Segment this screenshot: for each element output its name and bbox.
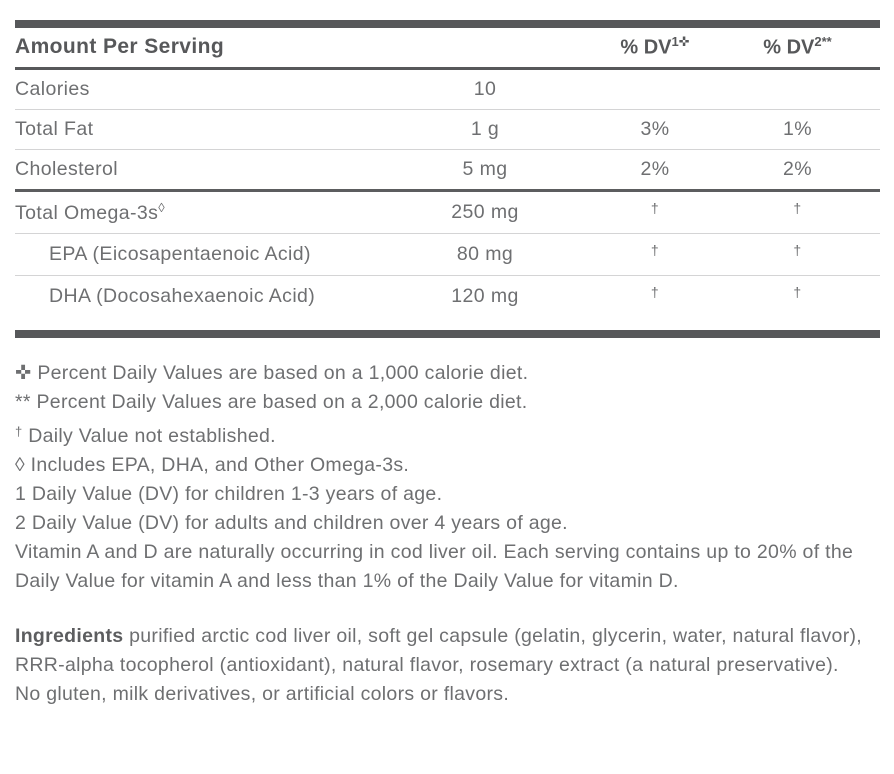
- dv1-value: †: [595, 200, 715, 225]
- table-row: Total Fat 1 g 3% 1%: [15, 108, 880, 149]
- footnote-text: Daily Value (DV) for children 1-3 years …: [31, 482, 443, 505]
- dv1-value: 3%: [640, 117, 670, 140]
- footnote-marker: ✜: [15, 361, 32, 384]
- amount-value: 10: [473, 77, 497, 100]
- dv2-value: †: [715, 284, 880, 309]
- footnote-text: Daily Value not established.: [28, 424, 276, 447]
- footnote-line: 2 Daily Value (DV) for adults and childr…: [15, 509, 880, 538]
- footnote-marker: **: [15, 390, 31, 413]
- column-header-dv2: % DV2**: [715, 34, 880, 60]
- amount-value: 5 mg: [462, 157, 508, 180]
- nutrient-name: Cholesterol: [15, 157, 119, 180]
- nutrient-name: Calories: [15, 77, 90, 100]
- table-row: Total Omega-3s◊ 250 mg † †: [15, 188, 880, 233]
- dagger-symbol: †: [650, 283, 660, 300]
- table-row: EPA (Eicosapentaenoic Acid) 80 mg † †: [15, 232, 880, 275]
- top-divider-bar: [15, 20, 880, 28]
- footnote-marker: †: [15, 423, 23, 439]
- dv2-footnote-marker: 2**: [814, 34, 832, 49]
- dv2-value: †: [715, 200, 880, 225]
- supplement-facts-label: Amount Per Serving % DV1✜ % DV2** Calori…: [15, 20, 880, 705]
- nutrient-name: DHA (Docosahexaenoic Acid): [49, 284, 316, 307]
- footnotes-block: ✜ Percent Daily Values are based on a 1,…: [15, 359, 880, 596]
- dv1-label: % DV: [620, 36, 672, 59]
- claims-line: No gluten, milk derivatives, or artifici…: [15, 682, 510, 705]
- footnote-line: Vitamin A and D are naturally occurring …: [15, 538, 880, 596]
- dv2-value: 2%: [783, 157, 812, 180]
- nutrient-name: Total Fat: [15, 117, 94, 140]
- footnote-line: ✜ Percent Daily Values are based on a 1,…: [15, 359, 880, 388]
- dv2-value: †: [715, 242, 880, 267]
- amount-value: 80 mg: [456, 242, 514, 265]
- dagger-symbol: †: [650, 241, 660, 258]
- dv2-value: 1%: [783, 117, 812, 140]
- column-header-amount-per-serving: Amount Per Serving: [15, 34, 225, 58]
- dv1-footnote-marker: 1✜: [671, 34, 690, 49]
- dv1-value: †: [595, 284, 715, 309]
- dv1-value: 2%: [640, 157, 670, 180]
- ingredients-text: purified arctic cod liver oil, soft gel …: [15, 624, 862, 676]
- footnote-line: ◊ Includes EPA, DHA, and Other Omega-3s.: [15, 451, 880, 480]
- dagger-symbol: †: [793, 199, 802, 216]
- table-row: Cholesterol 5 mg 2% 2%: [15, 148, 880, 189]
- dagger-symbol: †: [793, 283, 802, 300]
- footnote-marker: ◊: [15, 453, 25, 476]
- amount-value: 250 mg: [451, 200, 519, 223]
- column-header-dv1: % DV1✜: [595, 34, 715, 60]
- bottom-divider-bar: [15, 329, 880, 338]
- table-header-row: Amount Per Serving % DV1✜ % DV2**: [15, 28, 880, 70]
- ingredients-label: Ingredients: [15, 624, 124, 647]
- footnote-line: † Daily Value not established.: [15, 417, 880, 451]
- footnote-text: Percent Daily Values are based on a 1,00…: [37, 361, 529, 384]
- table-row: DHA (Docosahexaenoic Acid) 120 mg † †: [15, 274, 880, 317]
- footnote-text: Daily Value (DV) for adults and children…: [31, 511, 568, 534]
- dagger-symbol: †: [793, 241, 802, 258]
- ingredients-paragraph: Ingredients purified arctic cod liver oi…: [15, 622, 880, 680]
- amount-value: 120 mg: [451, 284, 519, 307]
- amount-value: 1 g: [470, 117, 500, 140]
- footnote-text: Percent Daily Values are based on a 2,00…: [36, 390, 528, 413]
- footnote-line: ** Percent Daily Values are based on a 2…: [15, 388, 880, 417]
- footnote-marker: 2: [15, 511, 27, 534]
- footnote-marker: 1: [15, 482, 27, 505]
- table-body: Calories 10 Total Fat 1 g 3% 1% Cholesterol 5 m…: [15, 70, 880, 317]
- dv2-label: % DV: [763, 36, 815, 59]
- nutrient-name: Total Omega-3s◊: [15, 199, 166, 224]
- footnote-text: Includes EPA, DHA, and Other Omega-3s.: [30, 453, 410, 476]
- footnote-text: Vitamin A and D are naturally occurring …: [15, 540, 854, 592]
- dagger-symbol: †: [650, 199, 660, 216]
- table-row: Calories 10: [15, 70, 880, 109]
- dv1-value: †: [595, 242, 715, 267]
- footnote-line: 1 Daily Value (DV) for children 1-3 year…: [15, 480, 880, 509]
- nutrient-name: EPA (Eicosapentaenoic Acid): [49, 242, 311, 265]
- nutrient-footnote-marker: ◊: [158, 199, 166, 215]
